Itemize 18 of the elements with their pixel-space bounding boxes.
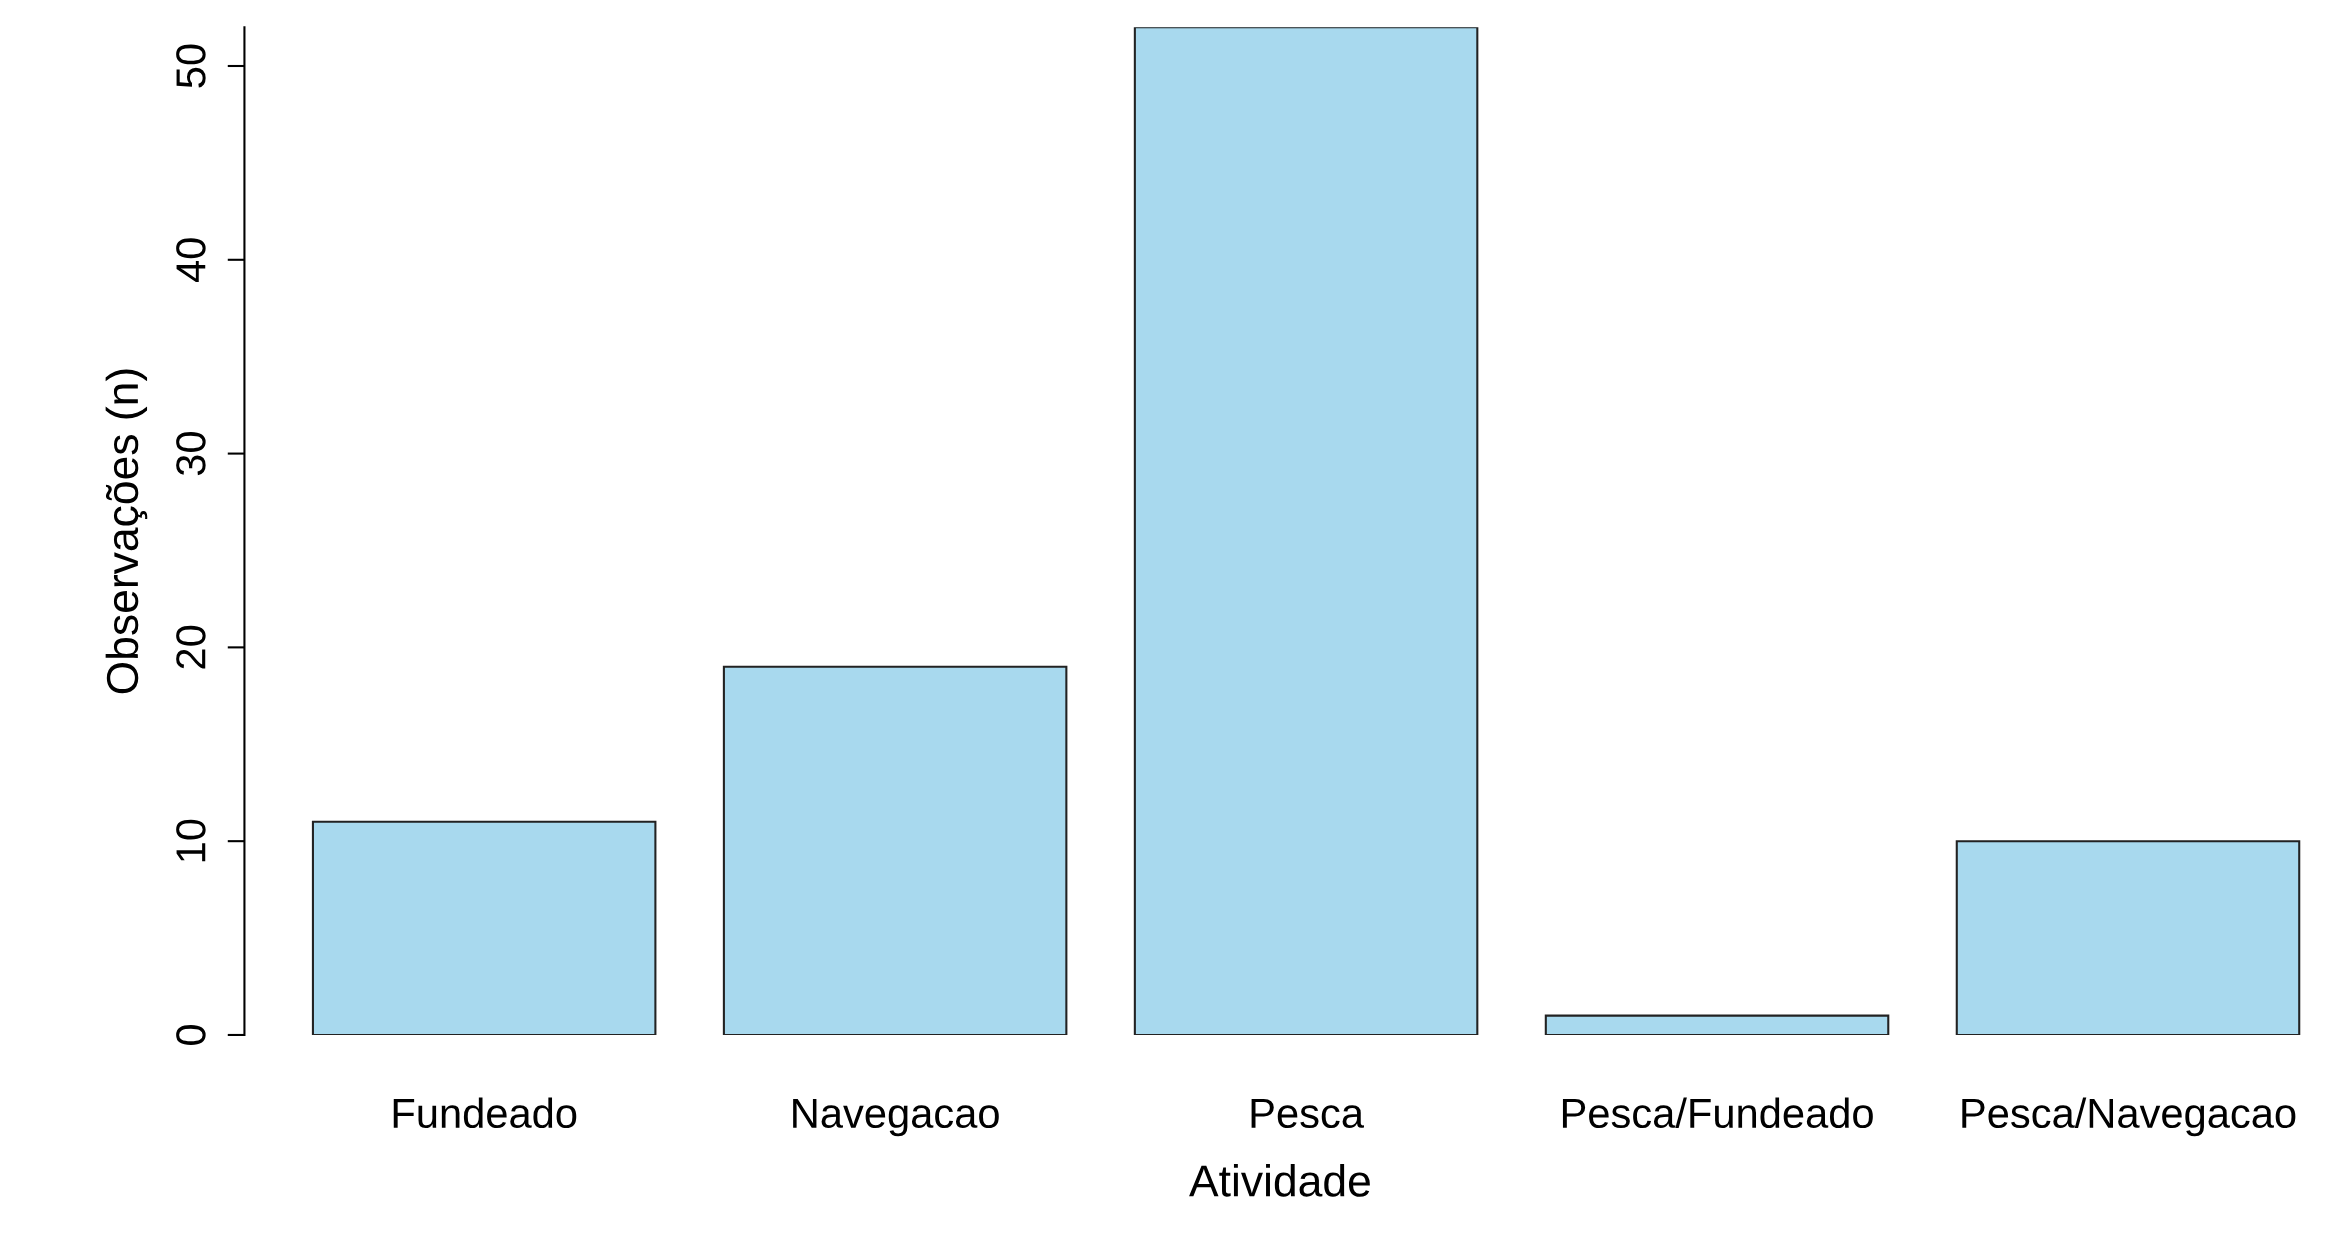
x-tick-label: Pesca/Fundeado <box>1562 1097 1873 1129</box>
x-axis-title: Atividade <box>1189 1164 1370 1197</box>
y-tick-label: 30 <box>176 432 206 476</box>
y-tick-label: 50 <box>176 44 206 88</box>
bar <box>1133 27 1479 1035</box>
bar <box>722 665 1068 1035</box>
bar <box>1955 840 2301 1035</box>
y-tick-label: 40 <box>176 238 206 282</box>
x-tick-label: Navegacao <box>793 1099 999 1137</box>
x-tick-label: Fundeado <box>393 1097 577 1129</box>
y-tick-label: 10 <box>176 819 206 862</box>
bar <box>311 820 657 1035</box>
x-tick-label: Pesca/Navegacao <box>1962 1097 2296 1137</box>
x-tick-label: Pesca <box>1251 1099 1364 1129</box>
y-tick-label: 0 <box>176 1025 206 1045</box>
y-axis-title: Observações (n) <box>105 369 148 694</box>
y-tick-label: 20 <box>176 625 206 669</box>
bar <box>1544 1014 1890 1035</box>
